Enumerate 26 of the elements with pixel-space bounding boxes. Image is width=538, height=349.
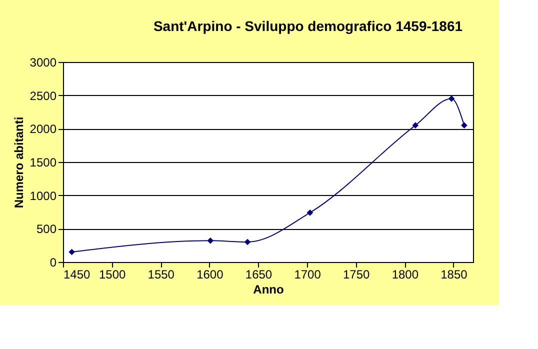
x-tick-label: 1550 [148, 268, 175, 282]
point [306, 210, 314, 216]
x-axis-title: Anno [253, 282, 284, 296]
x-tick-label: 1800 [392, 268, 419, 282]
y-axis-title: Numero abitanti [12, 116, 26, 208]
point [244, 238, 251, 246]
x-tick-label: 1750 [343, 268, 370, 282]
y-tick-label: 0 [50, 256, 57, 270]
x-tick-label: 1450 [64, 268, 91, 282]
y-tick-label: 2500 [30, 88, 57, 103]
y-tick-label: 2000 [30, 122, 57, 136]
point [461, 122, 468, 128]
point [207, 238, 214, 244]
y-tick-label: 1000 [30, 188, 57, 203]
y-tick-label: 1500 [30, 156, 57, 170]
chart-title: Sant'Arpino - Sviluppo demografico 1459-1861 [153, 18, 463, 34]
point [412, 122, 419, 128]
x-tick-label: 1850 [440, 268, 468, 282]
x-tick-label: 1600 [196, 268, 224, 282]
y-tick-label: 500 [36, 222, 57, 236]
x-tick-label: 1700 [294, 268, 322, 282]
point [68, 248, 75, 256]
point [448, 96, 455, 102]
x-tick-label: 1650 [245, 268, 272, 282]
y-tick-label: 3000 [30, 56, 57, 70]
x-tick-label: 1500 [98, 268, 126, 282]
